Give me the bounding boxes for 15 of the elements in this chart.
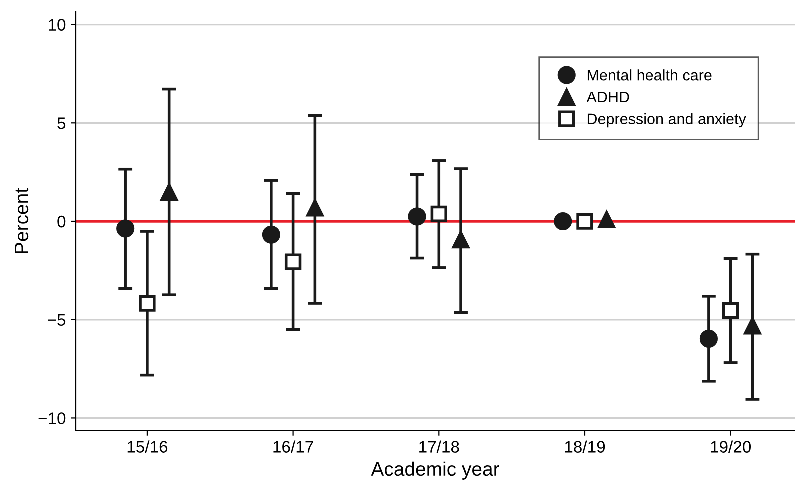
y-tick-label: −10: [38, 412, 66, 424]
y-axis-title: Percent: [15, 188, 29, 254]
y-tick-label: 10: [49, 19, 66, 31]
x-axis-title: Academic year: [371, 462, 500, 480]
y-tick-label: 5: [58, 118, 66, 130]
x-tick-label: 16/17: [274, 440, 314, 453]
x-tick-label: 15/16: [128, 440, 168, 453]
x-tick-label: 18/19: [565, 440, 606, 453]
y-tick-label: 0: [58, 216, 66, 228]
x-tick-label: 17/18: [420, 440, 460, 453]
legend-label: Depression and anxiety: [588, 113, 746, 128]
legend-label: ADHD: [586, 92, 630, 103]
legend-label: Mental health care: [588, 70, 712, 81]
x-tick-label: 19/20: [711, 440, 752, 453]
y-tick-label: −5: [48, 314, 66, 326]
